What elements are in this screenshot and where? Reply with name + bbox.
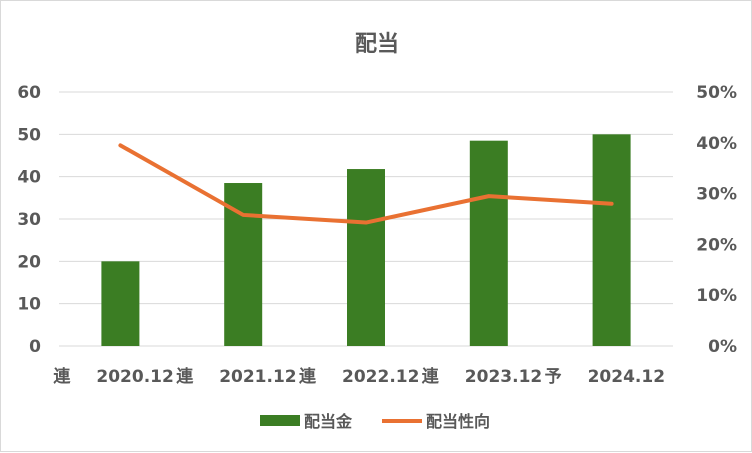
right-axis: 0% 10% 20% 30% 40% 50% xyxy=(696,83,737,357)
x-tick-prefix: 連 xyxy=(53,366,71,387)
left-tick-label: 10 xyxy=(17,295,41,315)
dividend-bars xyxy=(101,134,631,346)
x-tick-label: 2023.12 xyxy=(465,367,542,387)
left-tick-label: 0 xyxy=(29,337,41,357)
chart-title: 配当 xyxy=(355,32,399,57)
x-axis: 連 2020.12 連 2021.12 連 2022.12 連 2023.12 予 2024.12 xyxy=(53,366,665,387)
x-tick-prefix: 連 xyxy=(176,366,194,387)
right-tick-label: 30% xyxy=(696,185,737,205)
x-tick-prefix: 連 xyxy=(422,366,440,387)
payout-ratio-line xyxy=(118,143,614,225)
legend-bar-label: 配当金 xyxy=(304,412,353,431)
left-tick-label: 60 xyxy=(17,83,41,103)
legend-line-label: 配当性向 xyxy=(426,412,490,431)
right-tick-label: 40% xyxy=(696,134,737,154)
right-tick-label: 10% xyxy=(696,286,737,306)
x-tick-label: 2021.12 xyxy=(219,367,296,387)
left-tick-label: 40 xyxy=(17,168,41,188)
x-tick-label: 2020.12 xyxy=(96,367,173,387)
x-tick-prefix: 連 xyxy=(299,366,317,387)
bar xyxy=(469,140,508,346)
left-tick-label: 20 xyxy=(17,252,41,272)
x-tick-label: 2022.12 xyxy=(342,367,419,387)
right-tick-label: 0% xyxy=(708,337,737,357)
legend: 配当金 配当性向 xyxy=(260,412,490,431)
legend-bar-swatch xyxy=(260,415,300,426)
left-tick-label: 50 xyxy=(17,125,41,145)
right-tick-label: 50% xyxy=(696,83,737,103)
x-tick-prefix: 予 xyxy=(545,367,562,387)
right-tick-label: 20% xyxy=(696,235,737,255)
bar xyxy=(101,261,140,346)
bar xyxy=(592,134,631,346)
left-axis: 0 10 20 30 40 50 60 xyxy=(17,83,41,357)
line-series xyxy=(118,143,614,225)
left-tick-label: 30 xyxy=(17,210,41,230)
bar xyxy=(224,183,263,346)
x-tick-label: 2024.12 xyxy=(588,367,665,387)
bar xyxy=(347,169,385,346)
